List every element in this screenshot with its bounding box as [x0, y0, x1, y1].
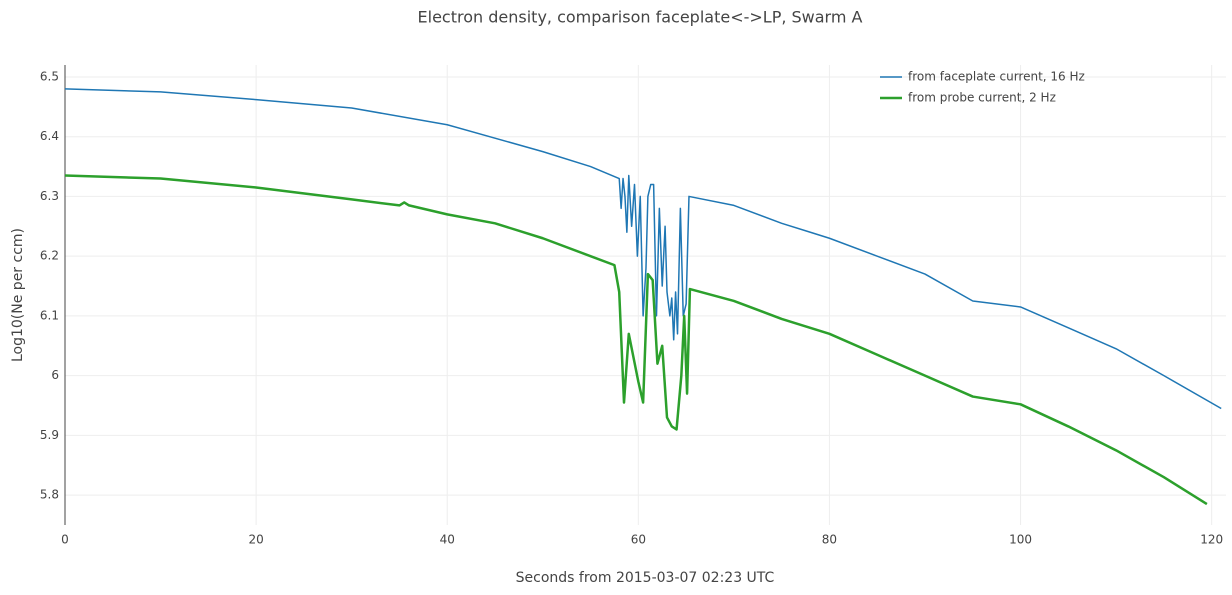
x-tick-label: 40 — [440, 533, 455, 547]
x-tick-label: 0 — [61, 533, 69, 547]
y-tick-label: 6 — [51, 368, 59, 382]
y-tick-label: 5.9 — [40, 428, 59, 442]
y-tick-label: 6.1 — [40, 308, 59, 322]
chart-title: Electron density, comparison faceplate<-… — [418, 8, 863, 27]
y-axis-title: Log10(Ne per ccm) — [10, 228, 26, 362]
y-tick-label: 6.3 — [40, 189, 59, 203]
x-tick-label: 20 — [248, 533, 263, 547]
legend-label: from probe current, 2 Hz — [908, 91, 1056, 105]
data-line — [64, 174, 1208, 506]
y-tick-label: 5.8 — [40, 488, 59, 502]
y-tick-label: 6.5 — [40, 69, 59, 83]
x-tick-label: 100 — [1009, 533, 1032, 547]
y-tick-label: 6.4 — [40, 129, 59, 143]
x-tick-label: 80 — [822, 533, 837, 547]
y-tick-label: 6.2 — [40, 249, 59, 263]
x-tick-label: 60 — [631, 533, 646, 547]
x-tick-label: 120 — [1200, 533, 1223, 547]
data-line — [64, 88, 1222, 410]
legend-label: from faceplate current, 16 Hz — [908, 70, 1085, 84]
x-axis-title: Seconds from 2015-03-07 02:23 UTC — [516, 570, 775, 586]
